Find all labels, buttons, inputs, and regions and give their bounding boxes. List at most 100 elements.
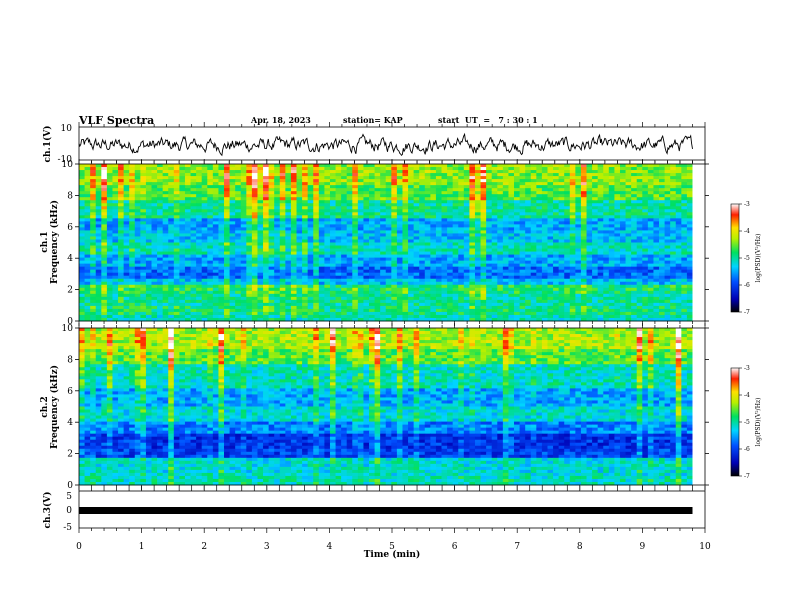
spectrogram-cell <box>90 170 97 174</box>
spectrogram-cell <box>329 287 336 292</box>
spectrogram-cell <box>636 293 643 298</box>
spectrogram-cell <box>458 263 465 268</box>
spectrogram-cell <box>558 254 565 258</box>
spectrogram-cell <box>536 203 543 207</box>
spectrogram-cell <box>385 236 392 240</box>
spectrogram-cell <box>480 242 487 246</box>
spectrogram-cell <box>385 176 392 180</box>
spectrogram-cell <box>212 290 219 295</box>
spectrogram-cell <box>385 209 392 213</box>
spectrogram-cell <box>514 254 520 258</box>
spectrogram-cell <box>218 191 225 195</box>
spectrogram-cell <box>257 194 264 198</box>
spectrogram-cell <box>95 209 102 213</box>
spectrogram-cell <box>95 197 102 201</box>
spectrogram-cell <box>101 239 108 243</box>
spectrogram-cell <box>145 278 152 283</box>
spectrogram-cell <box>525 218 532 222</box>
spectrogram-cell <box>603 230 610 234</box>
spectrogram-cell <box>162 176 169 180</box>
spectrogram-cell <box>212 164 219 168</box>
spectrogram-cell <box>184 203 191 207</box>
spectrogram-cell <box>413 272 420 277</box>
spectrogram-cell <box>530 182 537 186</box>
spectrogram-cell <box>302 272 309 277</box>
spectrogram-cell <box>79 233 85 237</box>
spectrogram-cell <box>686 167 693 171</box>
spectrogram-cell <box>279 251 286 255</box>
spectrogram-cell <box>173 260 180 265</box>
spectrogram-cell <box>575 179 582 183</box>
spectrogram-cell <box>179 206 186 210</box>
spectrogram-cell <box>90 275 97 280</box>
spectrogram-cell <box>112 275 119 280</box>
spectrogram-cell <box>318 254 325 258</box>
spectrogram-cell <box>541 290 548 295</box>
spectrogram-cell <box>218 239 225 243</box>
spectrogram-cell <box>79 269 85 274</box>
spectrogram-cell <box>508 272 515 277</box>
spectrogram-cell <box>447 167 454 171</box>
spectrogram-cell <box>129 239 136 243</box>
spectrogram-cell <box>569 272 576 277</box>
spectrogram-cell <box>196 236 203 240</box>
spectrogram-cell <box>608 242 615 246</box>
spectrogram-cell <box>134 182 141 186</box>
spectrogram-cell <box>380 200 387 204</box>
spectrogram-cell <box>263 260 270 265</box>
spectrogram-cell <box>625 230 632 234</box>
spectrogram-cell <box>413 185 420 189</box>
spectrogram-cell <box>463 221 470 225</box>
spectrogram-cell <box>408 239 415 243</box>
spectrogram-cell <box>474 266 481 271</box>
spectrogram-cell <box>647 215 654 219</box>
spectrogram-cell <box>642 242 649 246</box>
spectrogram-cell <box>212 254 219 258</box>
spectrogram-cell <box>424 209 431 213</box>
spectrogram-cell <box>452 182 459 186</box>
spectrogram-cell <box>625 251 632 255</box>
spectrogram-cell <box>391 221 398 225</box>
spectrogram-cell <box>84 236 91 240</box>
spectrogram-cell <box>586 194 593 198</box>
spectrogram-cell <box>385 230 392 234</box>
spectrogram-cell <box>268 185 275 189</box>
spectrogram-cell <box>525 206 532 210</box>
spectrogram-cell <box>463 254 470 258</box>
spectrogram-cell <box>447 194 454 198</box>
spectrogram-cell <box>474 254 481 258</box>
spectrogram-cell <box>480 278 487 283</box>
spectrogram-cell <box>424 257 431 262</box>
spectrogram-cell <box>575 212 582 216</box>
spectrogram-cell <box>385 263 392 268</box>
spectrogram-cell <box>184 272 191 277</box>
spectrogram-cell <box>441 239 448 243</box>
spectrogram-cell <box>341 266 348 271</box>
spectrogram-cell <box>558 218 565 222</box>
spectrogram-cell <box>251 281 258 286</box>
spectrogram-cell <box>625 209 632 213</box>
spectrogram-cell <box>324 254 331 258</box>
spectrogram-cell <box>112 173 119 177</box>
spectrogram-cell <box>463 224 470 228</box>
spectrogram-cell <box>564 254 571 258</box>
spectrogram-cell <box>274 272 281 277</box>
spectrogram-cell <box>134 278 141 283</box>
spectrogram-cell <box>424 281 431 286</box>
spectrogram-cell <box>569 176 576 180</box>
spectrogram-cell <box>530 272 537 277</box>
spectrogram-cell <box>101 290 108 295</box>
spectrogram-cell <box>229 278 236 283</box>
spectrogram-cell <box>218 260 225 265</box>
spectrogram-cell <box>441 242 448 246</box>
spectrogram-cell <box>274 197 281 201</box>
spectrogram-cell <box>285 167 292 171</box>
spectrogram-cell <box>469 179 476 183</box>
spectrogram-cell <box>380 212 387 216</box>
spectrogram-cell <box>352 254 359 258</box>
spectrogram-cell <box>463 200 470 204</box>
spectrogram-cell <box>396 236 403 240</box>
spectrogram-cell <box>452 164 459 168</box>
spectrogram-cell <box>207 272 214 277</box>
spectrogram-cell <box>335 281 342 286</box>
